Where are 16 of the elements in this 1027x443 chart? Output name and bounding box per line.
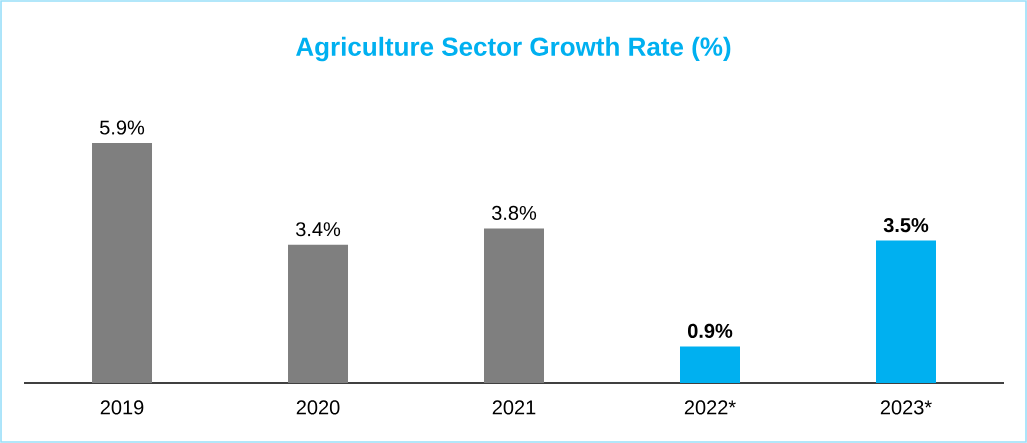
bar — [92, 143, 153, 383]
data-label: 3.8% — [491, 205, 537, 221]
x-tick-label: 2023* — [880, 400, 932, 415]
x-tick-label: 2019 — [100, 400, 144, 415]
data-label: 5.9% — [100, 120, 145, 135]
data-label: 0.9% — [687, 323, 733, 338]
chart-title: Agriculture Sector Growth Rate (%) — [296, 36, 731, 62]
data-label: 3.4% — [295, 222, 341, 237]
x-tick-label: 2021 — [492, 400, 536, 415]
data-label: 3.5% — [883, 218, 929, 233]
bar — [484, 228, 544, 383]
x-tick-label: 2022* — [684, 400, 736, 415]
bar — [876, 240, 936, 383]
bar — [288, 244, 349, 383]
bar — [680, 346, 740, 383]
x-tick-label: 2020 — [296, 400, 340, 415]
